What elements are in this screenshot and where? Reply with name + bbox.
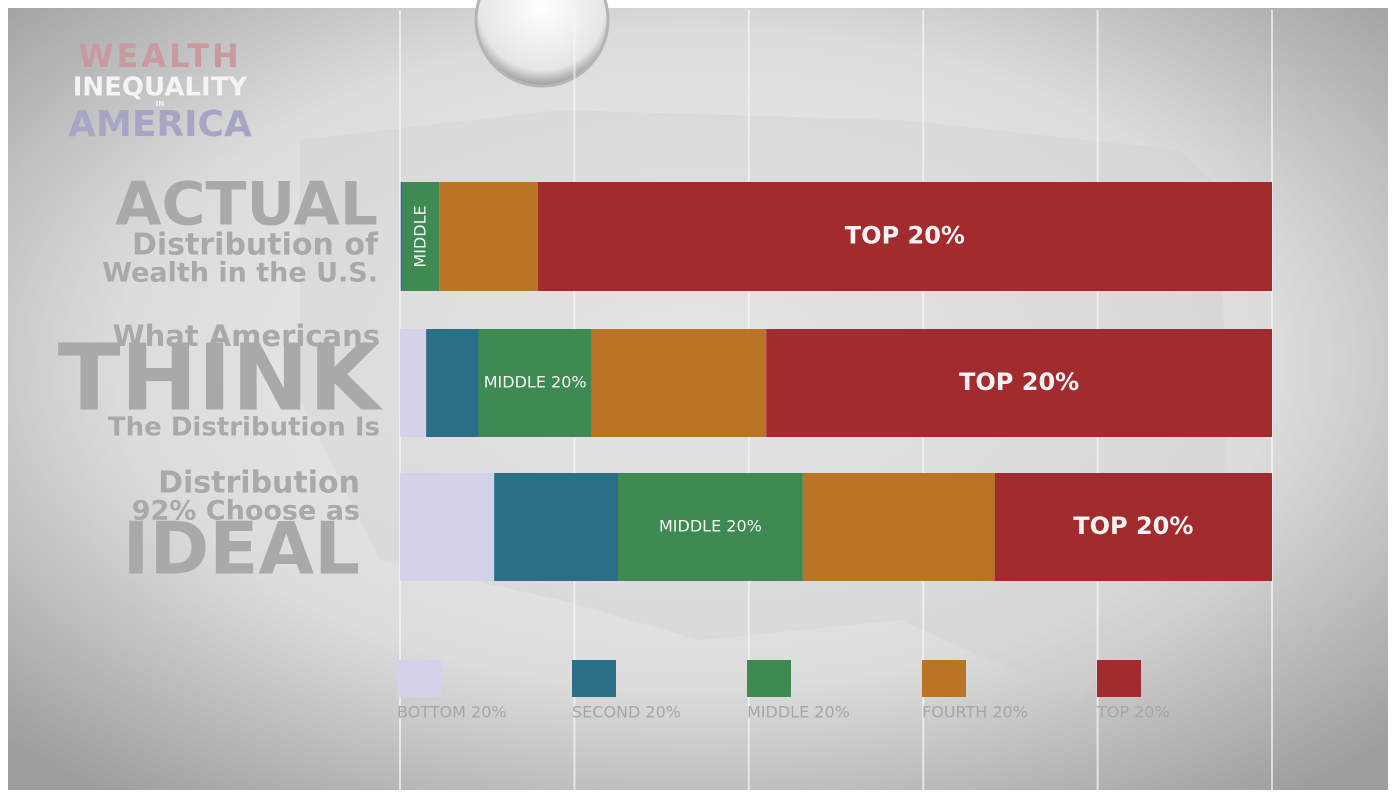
category-label: Distribution of	[132, 228, 379, 263]
legend-swatch	[747, 660, 791, 697]
legend-label: SECOND 20%	[572, 703, 681, 722]
category-label: The Distribution Is	[108, 413, 380, 443]
legend-label: BOTTOM 20%	[397, 703, 507, 722]
bar-segment	[400, 329, 427, 437]
bar-label: TOP 20%	[845, 222, 965, 250]
bar-label: MIDDLE 20%	[484, 373, 587, 392]
category-label: Wealth in the U.S.	[102, 258, 378, 289]
bar-segment	[439, 182, 538, 291]
bar-segment	[494, 473, 618, 581]
bar-label: MIDDLE	[410, 205, 429, 267]
bar-segment	[802, 473, 995, 581]
logo-line: IN	[156, 100, 165, 108]
legend-swatch	[397, 660, 441, 697]
bar-segment	[402, 182, 440, 291]
bar-segment	[591, 329, 767, 437]
bar-segment	[537, 182, 1272, 291]
bar-segment	[478, 329, 592, 437]
bar-segment	[426, 329, 479, 437]
bar-label: TOP 20%	[1073, 512, 1193, 540]
legend-label: MIDDLE 20%	[747, 703, 850, 722]
bar-label: TOP 20%	[959, 368, 1079, 396]
legend-swatch	[572, 660, 616, 697]
bar-segment	[400, 473, 495, 581]
bar-segment	[766, 329, 1272, 437]
legend-swatch	[1097, 660, 1141, 697]
logo-line: AMERICA	[68, 104, 252, 145]
category-label: What Americans	[113, 319, 380, 353]
bar-label: MIDDLE 20%	[659, 517, 762, 536]
bar-segment	[400, 182, 403, 291]
category-label: Distribution	[158, 466, 360, 501]
category-label: ACTUAL	[115, 170, 378, 240]
legend-swatch	[922, 660, 966, 697]
bar-segment	[618, 473, 803, 581]
legend-label: TOP 20%	[1096, 703, 1170, 722]
logo: WEALTH INEQUALITY IN AMERICA	[68, 37, 252, 145]
legend-label: FOURTH 20%	[922, 703, 1028, 722]
logo-line: WEALTH	[78, 37, 242, 75]
category-label: 92% Choose as	[132, 496, 360, 527]
logo-line: INEQUALITY	[73, 73, 249, 103]
bar-segment	[400, 182, 401, 291]
category-label: THINK	[58, 324, 384, 431]
bar-segment	[994, 473, 1272, 581]
category-label: IDEAL	[123, 507, 360, 591]
